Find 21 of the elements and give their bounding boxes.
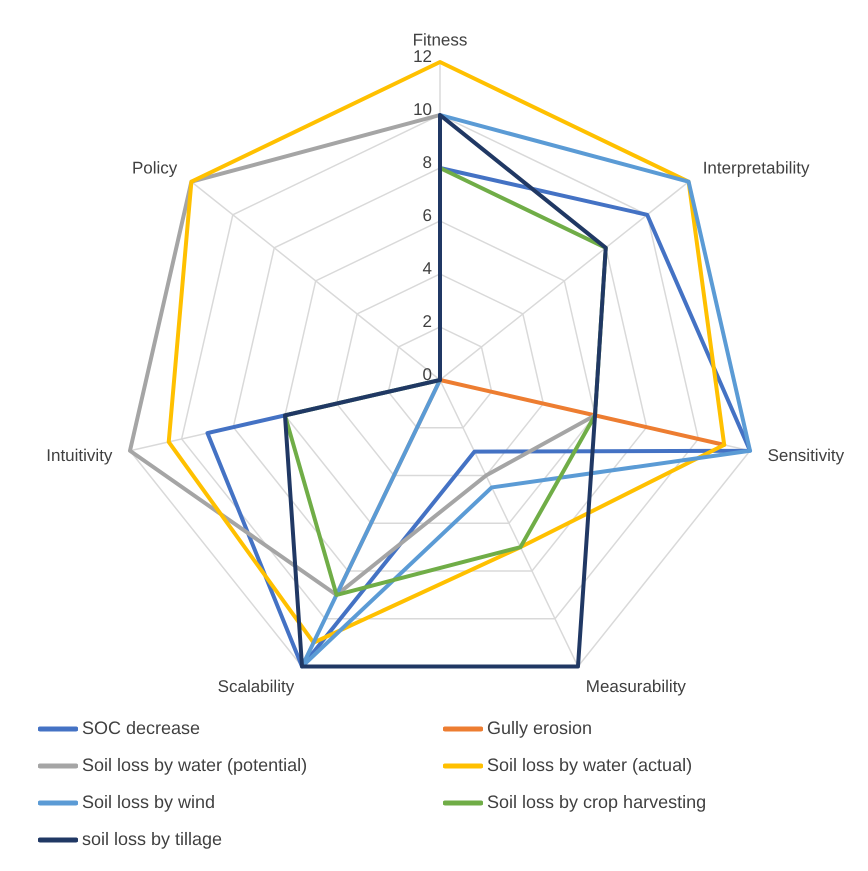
legend-label: Gully erosion — [487, 718, 592, 739]
legend-label: Soil loss by wind — [82, 792, 216, 813]
spoke-label: Intuitivity — [46, 446, 113, 466]
legend-label: Soil loss by water (actual) — [487, 755, 692, 776]
legend-label: Soil loss by water (potential) — [82, 755, 308, 776]
spoke-label: Scalability — [218, 676, 295, 696]
y-tick-label: 8 — [422, 153, 432, 172]
spoke-label: Fitness — [412, 30, 468, 50]
spoke-label: Sensitivity — [768, 446, 845, 466]
y-tick-label: 6 — [422, 206, 432, 225]
legend-label: soil loss by tillage — [82, 829, 222, 850]
legend-label: SOC decrease — [82, 718, 200, 739]
legend-label: Soil loss by crop harvesting — [487, 792, 706, 813]
spoke-label: Policy — [132, 158, 178, 178]
y-tick-label: 12 — [413, 47, 432, 66]
spoke-label: Interpretability — [702, 158, 810, 178]
y-tick-label: 10 — [413, 100, 432, 119]
y-tick-label: 2 — [422, 312, 432, 331]
spoke-label: Measurability — [586, 676, 686, 696]
y-tick-label: 0 — [422, 365, 432, 384]
y-tick-label: 4 — [422, 259, 432, 278]
